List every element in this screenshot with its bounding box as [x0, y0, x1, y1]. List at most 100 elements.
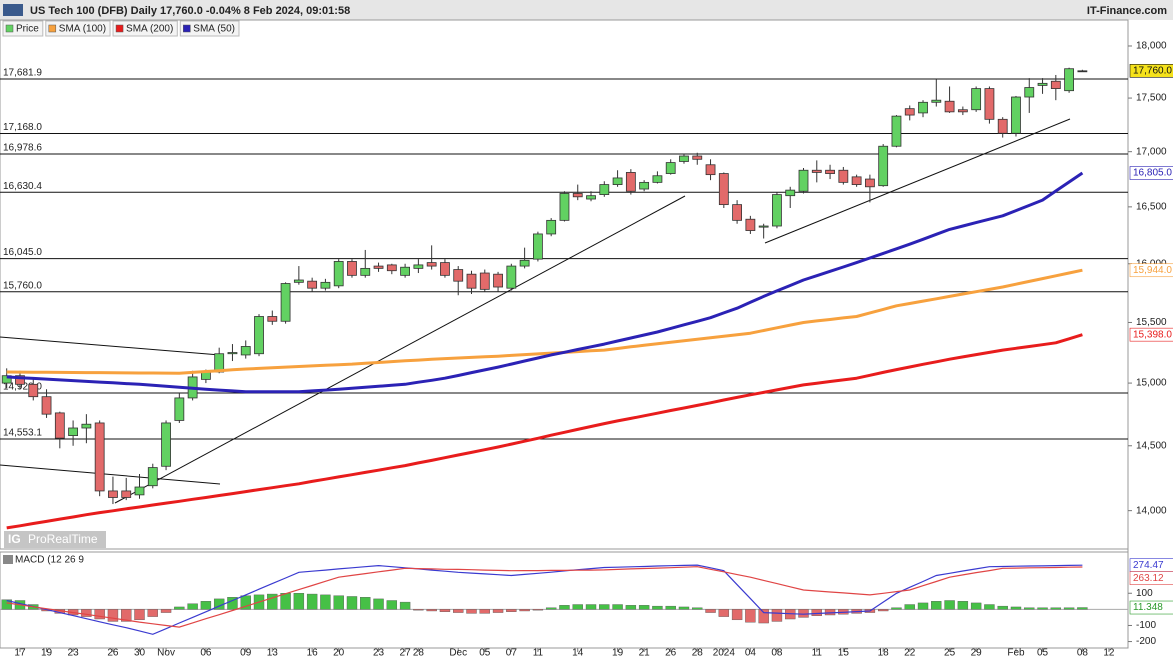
legend-label: Price [16, 24, 39, 35]
value-tag: 11.348 [1133, 602, 1163, 613]
x-tick-label: 18 [878, 648, 890, 659]
y-tick-label: 17,000 [1136, 146, 1167, 157]
x-tick-label: 29 [971, 648, 983, 659]
watermark: IG ProRealTime [4, 531, 106, 548]
candle-body [293, 279, 304, 283]
watermark-text: ProRealTime [28, 532, 98, 546]
x-tick-label: 08 [1077, 648, 1089, 659]
x-tick-label: 30 [134, 648, 146, 659]
candle-body [81, 423, 92, 429]
y-tick-label: 16,500 [1136, 202, 1167, 213]
legend-label: SMA (50) [193, 24, 235, 35]
x-tick-label: 14 [572, 648, 584, 659]
candle-body [1077, 70, 1088, 73]
x-tick-label: 16 [307, 648, 319, 659]
histogram-bar [386, 600, 398, 610]
histogram-bar [107, 609, 119, 622]
watermark-logo: IG [8, 532, 21, 546]
candle-body [533, 233, 543, 260]
x-tick-label: Feb [1007, 648, 1025, 659]
candle-body [745, 218, 756, 231]
level-label: 16,978.6 [3, 143, 42, 154]
candle-body [957, 109, 968, 113]
candle-body [1, 375, 12, 384]
value-tag: 16,805.0 [1133, 168, 1172, 179]
candle-body [333, 261, 344, 287]
candle-body [426, 262, 437, 267]
histogram-bar [1024, 607, 1035, 610]
candle-body [931, 99, 942, 103]
candle-body [240, 346, 251, 356]
x-tick-label: 04 [745, 648, 757, 659]
histogram-bar [638, 605, 650, 610]
value-tag-bg [1129, 263, 1173, 278]
candle-body [400, 266, 411, 276]
x-tick-label: Nov [157, 648, 175, 659]
legend-box [179, 20, 240, 37]
histogram-bar [426, 609, 437, 612]
histogram-bar [585, 604, 597, 610]
x-tick-label: 28 [413, 648, 425, 659]
histogram-bar [187, 603, 198, 610]
level-label: 16,630.4 [3, 181, 42, 192]
macd-title: MACD (12 26 9 [15, 555, 84, 566]
candle-body [28, 383, 39, 398]
price-panel [0, 19, 1129, 648]
candle-body [1024, 87, 1035, 98]
candle-body [479, 272, 490, 290]
candle-body [41, 396, 52, 415]
histogram-bar [572, 604, 583, 610]
value-tag: 15,944.0 [1133, 265, 1172, 276]
brand: IT-Finance.com [1087, 5, 1167, 17]
candle-body [705, 164, 716, 176]
histogram-bar [1050, 607, 1062, 610]
histogram-bar [413, 609, 424, 611]
candle-body [347, 261, 357, 276]
histogram-bar [625, 605, 637, 610]
y-tick-label: -200 [1136, 636, 1156, 647]
y-tick-label: 17,500 [1136, 93, 1167, 104]
candle-body [519, 259, 530, 267]
candle-body [108, 490, 118, 498]
histogram-bar [81, 609, 92, 617]
histogram-bar [811, 609, 822, 616]
level-label-bg [1, 279, 45, 291]
candle-body [851, 176, 862, 185]
candle-body [625, 172, 636, 192]
value-tag-bg [1129, 571, 1173, 585]
macd-line [6, 566, 1083, 628]
histogram-bar [758, 609, 769, 624]
candle-body [373, 265, 384, 269]
value-tag: 17,760.0 [1133, 65, 1172, 76]
histogram-bar [94, 609, 105, 620]
histogram-bar [479, 609, 490, 614]
legend-box [112, 20, 178, 37]
histogram-bar [532, 609, 544, 611]
candle-body [440, 262, 450, 276]
candle-body [174, 397, 185, 421]
histogram-bar [692, 607, 703, 610]
histogram-bar [798, 609, 809, 618]
x-tick-label: 22 [904, 648, 916, 659]
histogram-bar [1, 599, 12, 610]
legend-item: SMA (100) [45, 20, 111, 37]
level-label-bg [1, 380, 45, 392]
value-tag-bg [1129, 600, 1173, 615]
histogram-bar [917, 602, 929, 610]
histogram-bar [1010, 606, 1022, 610]
level-label: 14,920.0 [3, 382, 42, 393]
histogram-bar [121, 609, 132, 622]
candle-body [121, 490, 132, 498]
y-tick-label: -100 [1136, 620, 1156, 631]
candle-body [227, 352, 238, 355]
candle-body [360, 267, 371, 276]
candle-body [254, 316, 264, 355]
level-label-bg [1, 427, 45, 439]
y-tick-label: 15,000 [1136, 378, 1167, 389]
candle-body [161, 422, 171, 467]
legend-item: Price [2, 20, 44, 37]
x-tick-label: 27 [400, 648, 412, 659]
histogram-bar [373, 598, 384, 610]
legend-label: SMA (200) [126, 24, 173, 35]
